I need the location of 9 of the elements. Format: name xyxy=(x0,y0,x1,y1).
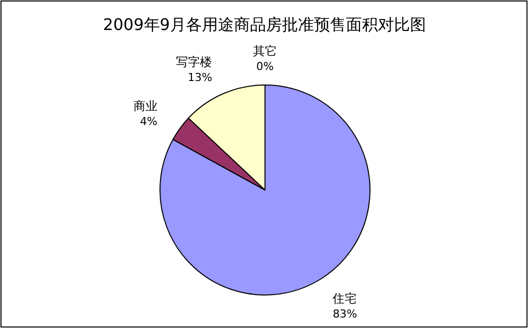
data-label: 83% xyxy=(332,307,358,320)
slice-label: 住宅 xyxy=(332,291,357,306)
slice-label: 商业 xyxy=(133,98,158,113)
data-label: 4% xyxy=(140,114,158,128)
slice-label: 写字楼 xyxy=(176,54,212,69)
data-label: 13% xyxy=(188,70,212,84)
chart-title: 2009年9月各用途商品房批准预售面积对比图 xyxy=(103,15,426,34)
text: 0% xyxy=(256,60,274,73)
category-label: 其它 xyxy=(253,44,277,58)
